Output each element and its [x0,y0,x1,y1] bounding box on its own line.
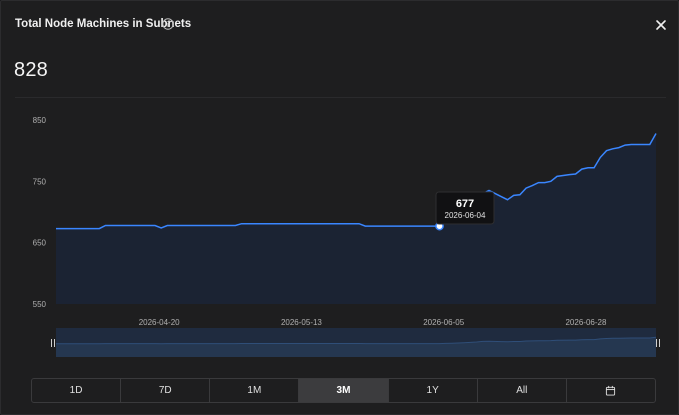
range-selector: 1D 7D 1M 3M 1Y All [31,378,656,403]
range-button-3m[interactable]: 3M [299,379,389,402]
info-circle-icon[interactable] [162,18,174,30]
x-tick-label: 2026-05-13 [281,318,322,327]
range-button-label: 1Y [426,385,439,396]
range-button-label: 1M [247,385,262,396]
navigator-handle-left[interactable] [51,339,55,347]
y-axis: 850 750 650 550 [33,116,47,309]
range-button-label: 1D [69,385,83,396]
calendar-button[interactable] [567,379,655,402]
tooltip-value: 677 [456,198,474,210]
tooltip: 677 2026-06-04 [435,191,495,225]
y-tick-label: 550 [33,300,47,309]
x-axis: 2026-04-20 2026-05-13 2026-06-05 2026-06-28 [139,318,607,327]
tooltip-date: 2026-06-04 [445,211,486,220]
divider [15,97,666,98]
range-button-7d[interactable]: 7D [121,379,211,402]
x-tick-label: 2026-04-20 [139,318,180,327]
plot-area[interactable] [56,133,657,305]
y-tick-label: 850 [33,116,47,125]
range-navigator[interactable] [51,328,660,357]
navigator-line [56,336,657,345]
x-tick-label: 2026-06-05 [423,318,464,327]
panel-title: Total Node Machines in Subnets [15,18,192,30]
calendar-icon [606,385,616,396]
range-button-all[interactable]: All [478,379,567,402]
range-button-label: All [516,385,528,396]
series-area [56,133,656,304]
x-tick-label: 2026-06-28 [565,318,606,327]
series-line[interactable] [56,133,657,230]
y-tick-label: 750 [33,177,47,186]
range-button-1y[interactable]: 1Y [389,379,478,402]
close-icon[interactable] [655,19,667,31]
range-button-1d[interactable]: 1D [32,379,122,402]
range-button-1m[interactable]: 1M [210,379,300,402]
current-value: 828 [14,59,48,81]
navigator-handle-right[interactable] [656,339,660,347]
range-button-label: 7D [158,385,172,396]
tooltip-box [435,191,495,225]
area-chart[interactable]: 850 750 650 550 2026-04-20 2026-05-13 2026-06… [1,101,679,361]
y-tick-label: 650 [33,239,47,248]
range-button-label: 3M [336,385,351,396]
